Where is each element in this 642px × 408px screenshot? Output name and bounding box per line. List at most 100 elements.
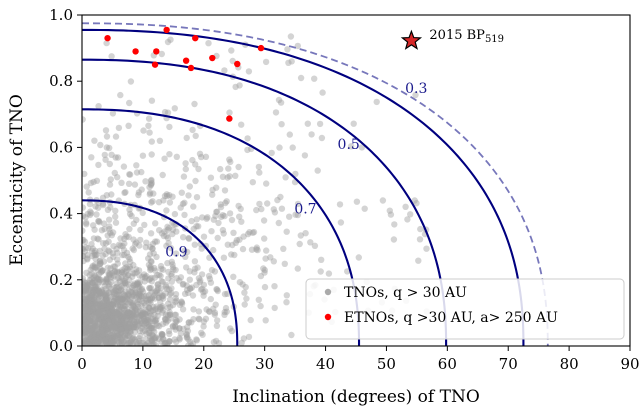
tno-point [102, 306, 110, 314]
tno-point [131, 292, 138, 299]
tno-point [116, 311, 123, 319]
tno-point [101, 151, 109, 159]
tno-point [102, 324, 109, 332]
tno-point [137, 307, 144, 315]
tno-point [145, 255, 152, 262]
tno-point [103, 144, 111, 151]
y-tick-label: 0.2 [49, 271, 73, 289]
tno-point [82, 322, 88, 330]
tno-point [203, 306, 210, 313]
tno-point [124, 293, 131, 300]
tno-point [162, 319, 170, 326]
tno-point [132, 289, 140, 296]
tno-point [132, 240, 139, 248]
tno-point [158, 330, 165, 338]
tno-point [148, 179, 155, 187]
tno-point [86, 333, 94, 340]
tno-point [147, 335, 154, 342]
tno-point [126, 171, 134, 178]
tno-point [154, 271, 161, 279]
tno-point [240, 233, 247, 240]
tno-point [130, 312, 137, 320]
tno-point [182, 160, 189, 167]
tno-point [255, 296, 262, 303]
tno-point [113, 308, 120, 315]
tno-point [118, 282, 125, 290]
tno-point [142, 178, 149, 185]
tno-point [184, 333, 191, 341]
tno-point [89, 289, 96, 296]
tno-point [130, 261, 137, 269]
tno-point [199, 214, 206, 221]
tno-point [122, 322, 130, 330]
tno-point [210, 339, 218, 346]
tno-point [82, 284, 88, 291]
tno-point [103, 295, 110, 302]
tno-point [122, 274, 130, 281]
tno-point [228, 251, 235, 258]
tno-point [256, 169, 263, 176]
tno-point [134, 280, 141, 288]
tno-point [132, 324, 139, 331]
tno-point [123, 336, 130, 343]
tno-point [170, 266, 177, 273]
tno-point [82, 237, 86, 244]
tno-point [215, 340, 223, 346]
tno-point [415, 257, 422, 264]
tno-point [99, 305, 106, 313]
tno-point [100, 327, 107, 334]
tno-point [114, 295, 121, 302]
tno-point [82, 307, 89, 314]
tno-point [93, 331, 101, 338]
tno-point [114, 256, 121, 263]
tno-point [84, 315, 92, 322]
tno-point [121, 280, 128, 287]
tno-point [100, 306, 108, 313]
tno-point [88, 334, 95, 341]
tno-point [172, 298, 179, 306]
tno-point [115, 306, 123, 313]
tno-point [138, 322, 145, 329]
tno-point [159, 303, 166, 310]
tno-point [249, 179, 256, 186]
tno-point [107, 314, 115, 322]
tno-point [143, 297, 150, 304]
contour-curve [82, 108, 361, 346]
tno-point [82, 204, 86, 211]
tno-point [126, 311, 134, 318]
tno-point [88, 308, 96, 315]
tno-point [82, 316, 86, 324]
tno-point [151, 335, 158, 342]
tno-point [102, 293, 109, 300]
tno-point [126, 309, 134, 317]
tno-point [253, 246, 260, 253]
tno-point [98, 227, 106, 234]
tno-point [98, 334, 106, 341]
tno-point [130, 293, 137, 300]
tno-point [82, 244, 90, 251]
tno-point [155, 284, 162, 291]
tno-point [145, 115, 153, 122]
tno-point [133, 294, 140, 301]
tno-point [146, 251, 154, 258]
tno-point [90, 307, 97, 314]
tno-point [138, 317, 145, 324]
tno-point [200, 323, 207, 330]
points-layer [82, 33, 430, 346]
tno-point [205, 308, 213, 315]
tno-point [233, 237, 241, 244]
tno-point [304, 120, 311, 127]
tno-point [107, 274, 115, 281]
tno-point [83, 279, 91, 286]
tno-point [89, 245, 97, 252]
tno-point [86, 282, 93, 289]
tno-point [92, 247, 99, 255]
tno-point [87, 208, 94, 215]
tno-point [135, 303, 142, 311]
tno-point [211, 309, 219, 316]
tno-point [217, 165, 224, 173]
tno-point [122, 288, 129, 295]
tno-point [172, 291, 180, 298]
tno-point [166, 338, 173, 345]
tno-point [133, 318, 141, 325]
